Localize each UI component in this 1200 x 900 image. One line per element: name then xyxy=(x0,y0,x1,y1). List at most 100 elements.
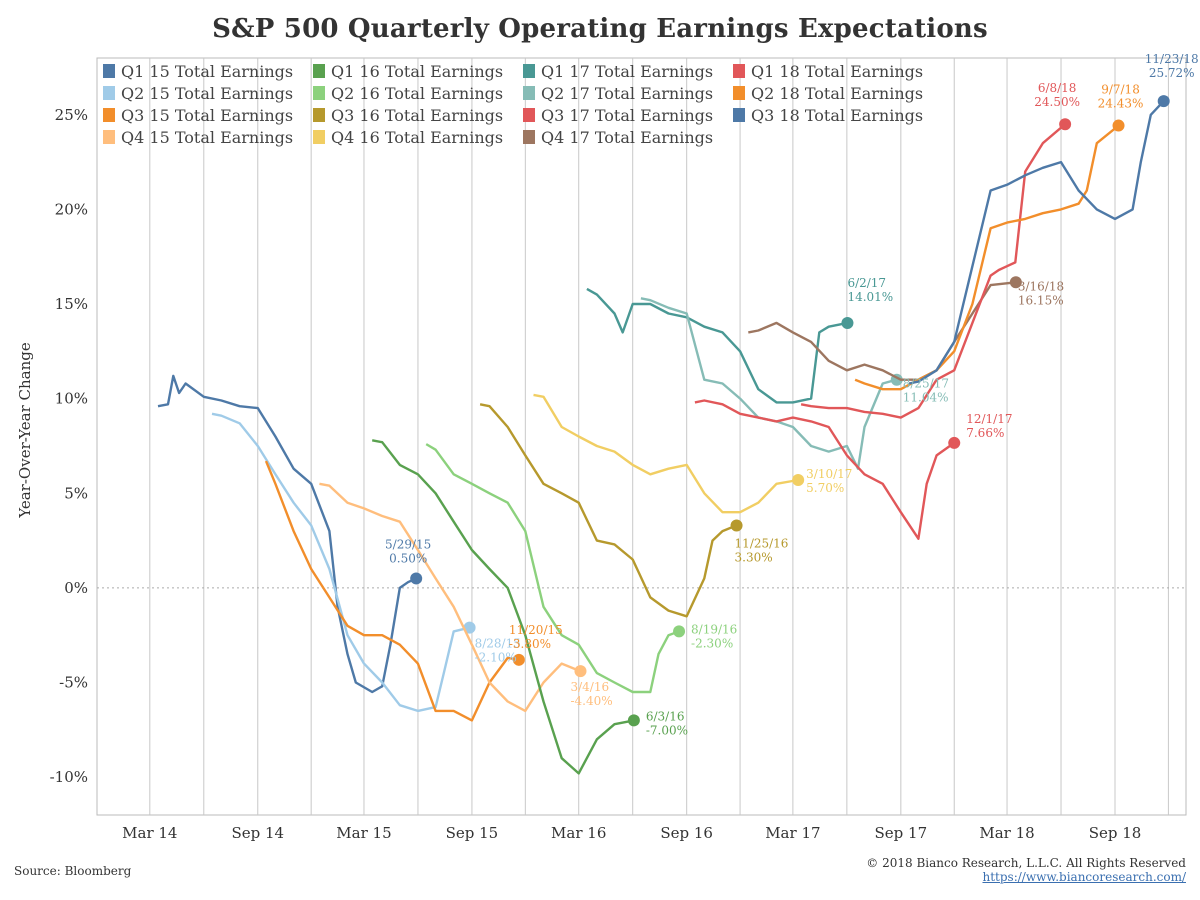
copyright-text: © 2018 Bianco Research, L.L.C. All Right… xyxy=(866,856,1186,870)
legend-swatch xyxy=(313,108,325,122)
legend-swatch xyxy=(733,108,745,122)
grid xyxy=(96,57,1187,816)
series-endpoint xyxy=(1059,118,1072,131)
y-tick-label: 5% xyxy=(64,484,88,502)
legend-entry: Q1 17 Total Earnings xyxy=(541,62,713,81)
y-tick-label: 25% xyxy=(55,106,88,124)
legend-entry: Q2 16 Total Earnings xyxy=(331,84,503,103)
endpoint-date-label: 3/16/18 xyxy=(1018,279,1064,293)
legend-entry: Q4 17 Total Earnings xyxy=(541,128,713,147)
series-endpoint xyxy=(1112,119,1125,132)
series-line xyxy=(586,287,848,404)
x-tick-label: Mar 16 xyxy=(551,824,606,842)
endpoint-date-label: 12/1/17 xyxy=(966,412,1012,426)
endpoint-date-label: 6/2/17 xyxy=(847,276,886,290)
series-line xyxy=(425,443,680,694)
series-endpoint xyxy=(730,519,743,532)
endpoint-date-label: 5/29/15 xyxy=(385,537,431,551)
series-line xyxy=(908,100,1165,385)
endpoint-value-label: -2.30% xyxy=(691,636,733,650)
endpoint-value-label: -3.80% xyxy=(509,637,551,651)
legend-entry: Q1 18 Total Earnings xyxy=(751,62,923,81)
series-line xyxy=(640,297,898,470)
legend-swatch xyxy=(523,64,535,78)
x-tick-label: Mar 15 xyxy=(336,824,391,842)
series-line xyxy=(211,412,470,713)
legend-entry: Q3 18 Total Earnings xyxy=(751,106,923,125)
series-line xyxy=(800,123,1066,419)
x-tick-label: Sep 18 xyxy=(1089,824,1142,842)
legend-swatch xyxy=(103,130,115,144)
legend-swatch xyxy=(313,64,325,78)
legend-entry: Q4 16 Total Earnings xyxy=(331,128,503,147)
legend-swatch xyxy=(103,108,115,122)
legend-entry: Q2 18 Total Earnings xyxy=(751,84,923,103)
series-endpoint xyxy=(574,665,587,678)
series-endpoint xyxy=(792,474,805,487)
series-endpoint xyxy=(1009,276,1022,289)
endpoint-value-label: -4.40% xyxy=(570,694,612,708)
endpoint-value-label: 0.50% xyxy=(389,551,427,565)
legend-entry: Q4 15 Total Earnings xyxy=(121,128,293,147)
endpoint-date-label: 11/23/18 xyxy=(1145,52,1199,66)
endpoint-value-label: 14.01% xyxy=(847,290,893,304)
y-tick-label: 10% xyxy=(55,390,88,408)
x-tick-label: Sep 14 xyxy=(231,824,284,842)
x-tick-label: Sep 16 xyxy=(660,824,713,842)
endpoint-value-label: 16.15% xyxy=(1018,293,1064,307)
series-line xyxy=(264,460,520,722)
end-annotations: 5/29/150.50% 8/28/15-2.10% 11/20/15-3.80% 3… xyxy=(385,52,1199,737)
series-line xyxy=(854,124,1120,391)
y-axis-label: Year-Over-Year Change xyxy=(16,342,34,519)
legend-swatch xyxy=(733,86,745,100)
y-tick-label: 0% xyxy=(64,579,88,597)
endpoint-value-label: 7.66% xyxy=(966,426,1004,440)
y-axis: -10% -5% 0% 5% 10% 15% 20% 25% xyxy=(50,106,88,786)
series-endpoint xyxy=(841,316,854,329)
legend-swatch xyxy=(103,86,115,100)
series-line xyxy=(479,403,738,618)
x-tick-label: Sep 17 xyxy=(875,824,928,842)
endpoint-date-label: 3/10/17 xyxy=(806,467,852,481)
series-line xyxy=(157,374,417,694)
source-note: Source: Bloomberg xyxy=(14,864,132,878)
series-lines xyxy=(157,95,1170,775)
website-link[interactable]: https://www.biancoresearch.com/ xyxy=(982,870,1186,884)
endpoint-date-label: 11/25/16 xyxy=(735,536,789,550)
legend-entry: Q2 17 Total Earnings xyxy=(541,84,713,103)
legend-swatch xyxy=(523,130,535,144)
legend-swatch xyxy=(313,86,325,100)
endpoint-value-label: -2.10% xyxy=(475,651,517,665)
series-endpoint xyxy=(1157,95,1170,108)
series-endpoint xyxy=(673,625,686,638)
endpoint-value-label: 5.70% xyxy=(806,481,844,495)
series-endpoint xyxy=(410,572,423,585)
legend-entry: Q1 16 Total Earnings xyxy=(331,62,503,81)
series-endpoint xyxy=(463,621,476,634)
endpoint-value-label: 25.72% xyxy=(1149,66,1195,80)
y-tick-label: 20% xyxy=(55,200,88,218)
endpoint-date-label: 3/4/16 xyxy=(570,680,609,694)
endpoint-date-label: 6/8/18 xyxy=(1038,81,1077,95)
endpoint-date-label: 6/3/16 xyxy=(646,709,685,723)
y-tick-label: 15% xyxy=(55,295,88,313)
series-line xyxy=(694,399,955,540)
endpoint-value-label: 24.50% xyxy=(1034,95,1080,109)
endpoint-date-label: 8/25/17 xyxy=(903,377,949,391)
legend-entry: Q3 17 Total Earnings xyxy=(541,106,713,125)
series-line xyxy=(371,439,635,775)
series-endpoint xyxy=(948,436,961,449)
series-line xyxy=(319,482,581,713)
x-axis: Mar 14 Sep 14 Mar 15 Sep 15 Mar 16 Sep 16 Mar … xyxy=(122,824,1141,842)
copyright-note: © 2018 Bianco Research, L.L.C. All Right… xyxy=(866,856,1186,884)
legend-swatch xyxy=(313,130,325,144)
legend-swatch xyxy=(103,64,115,78)
legend: Q1 15 Total Earnings Q2 15 Total Earnings… xyxy=(103,62,923,147)
endpoint-date-label: 9/7/18 xyxy=(1101,83,1140,97)
legend-swatch xyxy=(523,108,535,122)
endpoint-date-label: 8/28/15 xyxy=(475,637,521,651)
chart-title: S&P 500 Quarterly Operating Earnings Exp… xyxy=(212,14,988,44)
x-tick-label: Mar 18 xyxy=(979,824,1034,842)
series-endpoint xyxy=(627,714,640,727)
